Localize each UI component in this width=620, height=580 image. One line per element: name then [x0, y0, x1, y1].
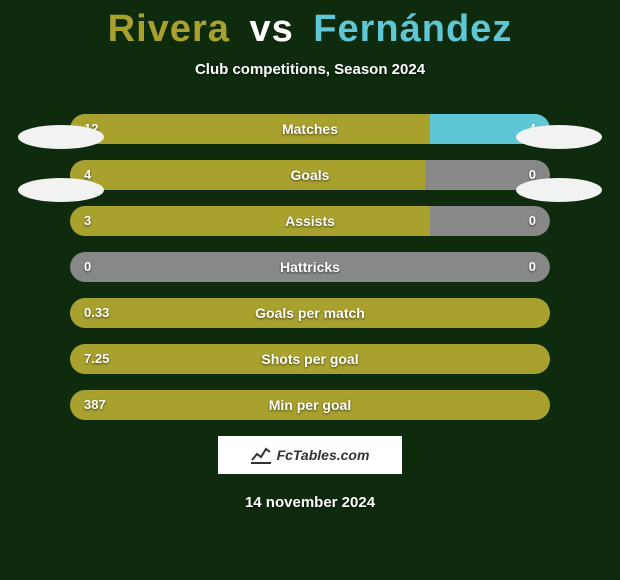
stats-area: Matches124Goals40Assists30Hattricks00Goa… [70, 114, 550, 420]
comparison-card: Rivera vs Fernández Club competitions, S… [0, 0, 620, 580]
side-ellipse [516, 178, 602, 202]
watermark-text: FcTables.com [277, 447, 370, 463]
stat-value-right: 0 [529, 252, 536, 282]
stat-row: Hattricks0 0 [70, 252, 550, 282]
stat-row: Assists3 0 [70, 206, 550, 236]
stat-value-left: 387 [84, 390, 106, 420]
stat-label: Shots per goal [70, 344, 550, 374]
side-ellipse [516, 125, 602, 149]
stat-label: Hattricks [70, 252, 550, 282]
side-ellipse [18, 178, 104, 202]
stat-label: Assists [70, 206, 550, 236]
stat-value-left: 0.33 [84, 298, 109, 328]
stat-value-left: 7.25 [84, 344, 109, 374]
player1-name: Rivera [108, 8, 230, 50]
stat-label: Min per goal [70, 390, 550, 420]
stat-row: Matches124 [70, 114, 550, 144]
watermark-icon [251, 446, 271, 464]
side-ellipse [18, 125, 104, 149]
stat-value-right: 0 [529, 206, 536, 236]
card-subtitle: Club competitions, Season 2024 [0, 61, 620, 78]
stat-label: Matches [70, 114, 550, 144]
stat-value-left: 0 [84, 252, 91, 282]
stat-value-left: 3 [84, 206, 91, 236]
stat-row: Shots per goal7.25 [70, 344, 550, 374]
player2-name: Fernández [313, 8, 512, 50]
title-vs: vs [249, 8, 293, 50]
card-title: Rivera vs Fernández [0, 0, 620, 51]
stat-row: Goals per match0.33 [70, 298, 550, 328]
stat-label: Goals [70, 160, 550, 190]
stat-label: Goals per match [70, 298, 550, 328]
card-date: 14 november 2024 [0, 494, 620, 511]
watermark: FcTables.com [218, 436, 402, 474]
stat-row: Goals40 [70, 160, 550, 190]
stat-row: Min per goal387 [70, 390, 550, 420]
